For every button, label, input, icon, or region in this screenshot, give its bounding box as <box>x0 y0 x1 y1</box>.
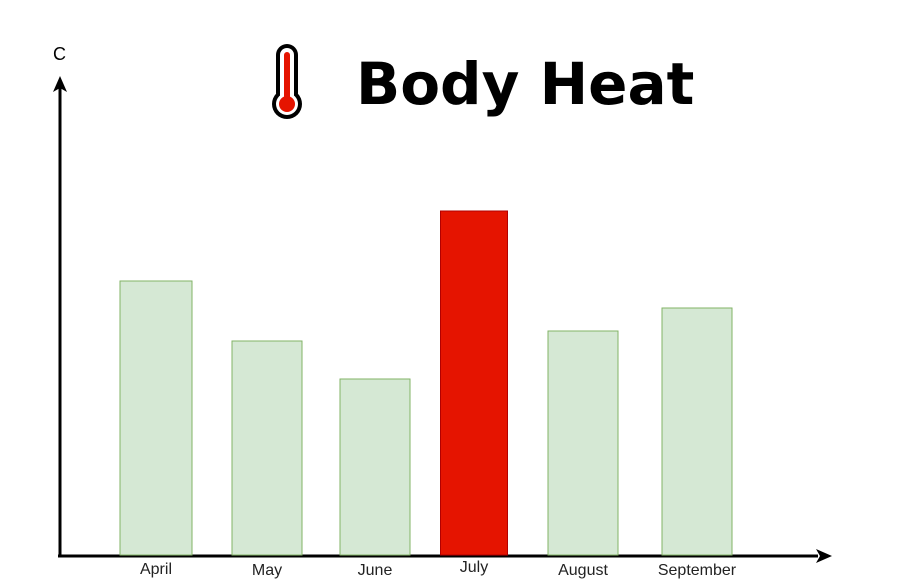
x-tick-label-september: September <box>658 562 737 579</box>
thermometer-icon <box>272 44 302 119</box>
x-tick-labels: April May June July August September <box>140 559 737 579</box>
y-axis-label: C <box>53 44 66 64</box>
bar-june <box>339 378 411 556</box>
x-tick-label-june: June <box>358 562 393 579</box>
bar-august <box>547 330 619 556</box>
axes <box>53 76 832 563</box>
x-tick-label-may: May <box>252 562 282 579</box>
chart-title: Body Heat <box>356 50 694 118</box>
x-axis-arrow <box>816 549 832 563</box>
bar-april <box>119 280 193 556</box>
x-tick-label-july: July <box>460 559 488 576</box>
bar-may <box>231 340 303 556</box>
x-tick-label-august: August <box>558 562 608 579</box>
bar-september <box>661 307 733 556</box>
chart-title-group: Body Heat <box>272 44 694 119</box>
y-axis-arrow <box>53 76 67 92</box>
x-tick-label-april: April <box>140 561 172 578</box>
bars-layer <box>119 210 733 556</box>
bar-july <box>440 210 508 556</box>
